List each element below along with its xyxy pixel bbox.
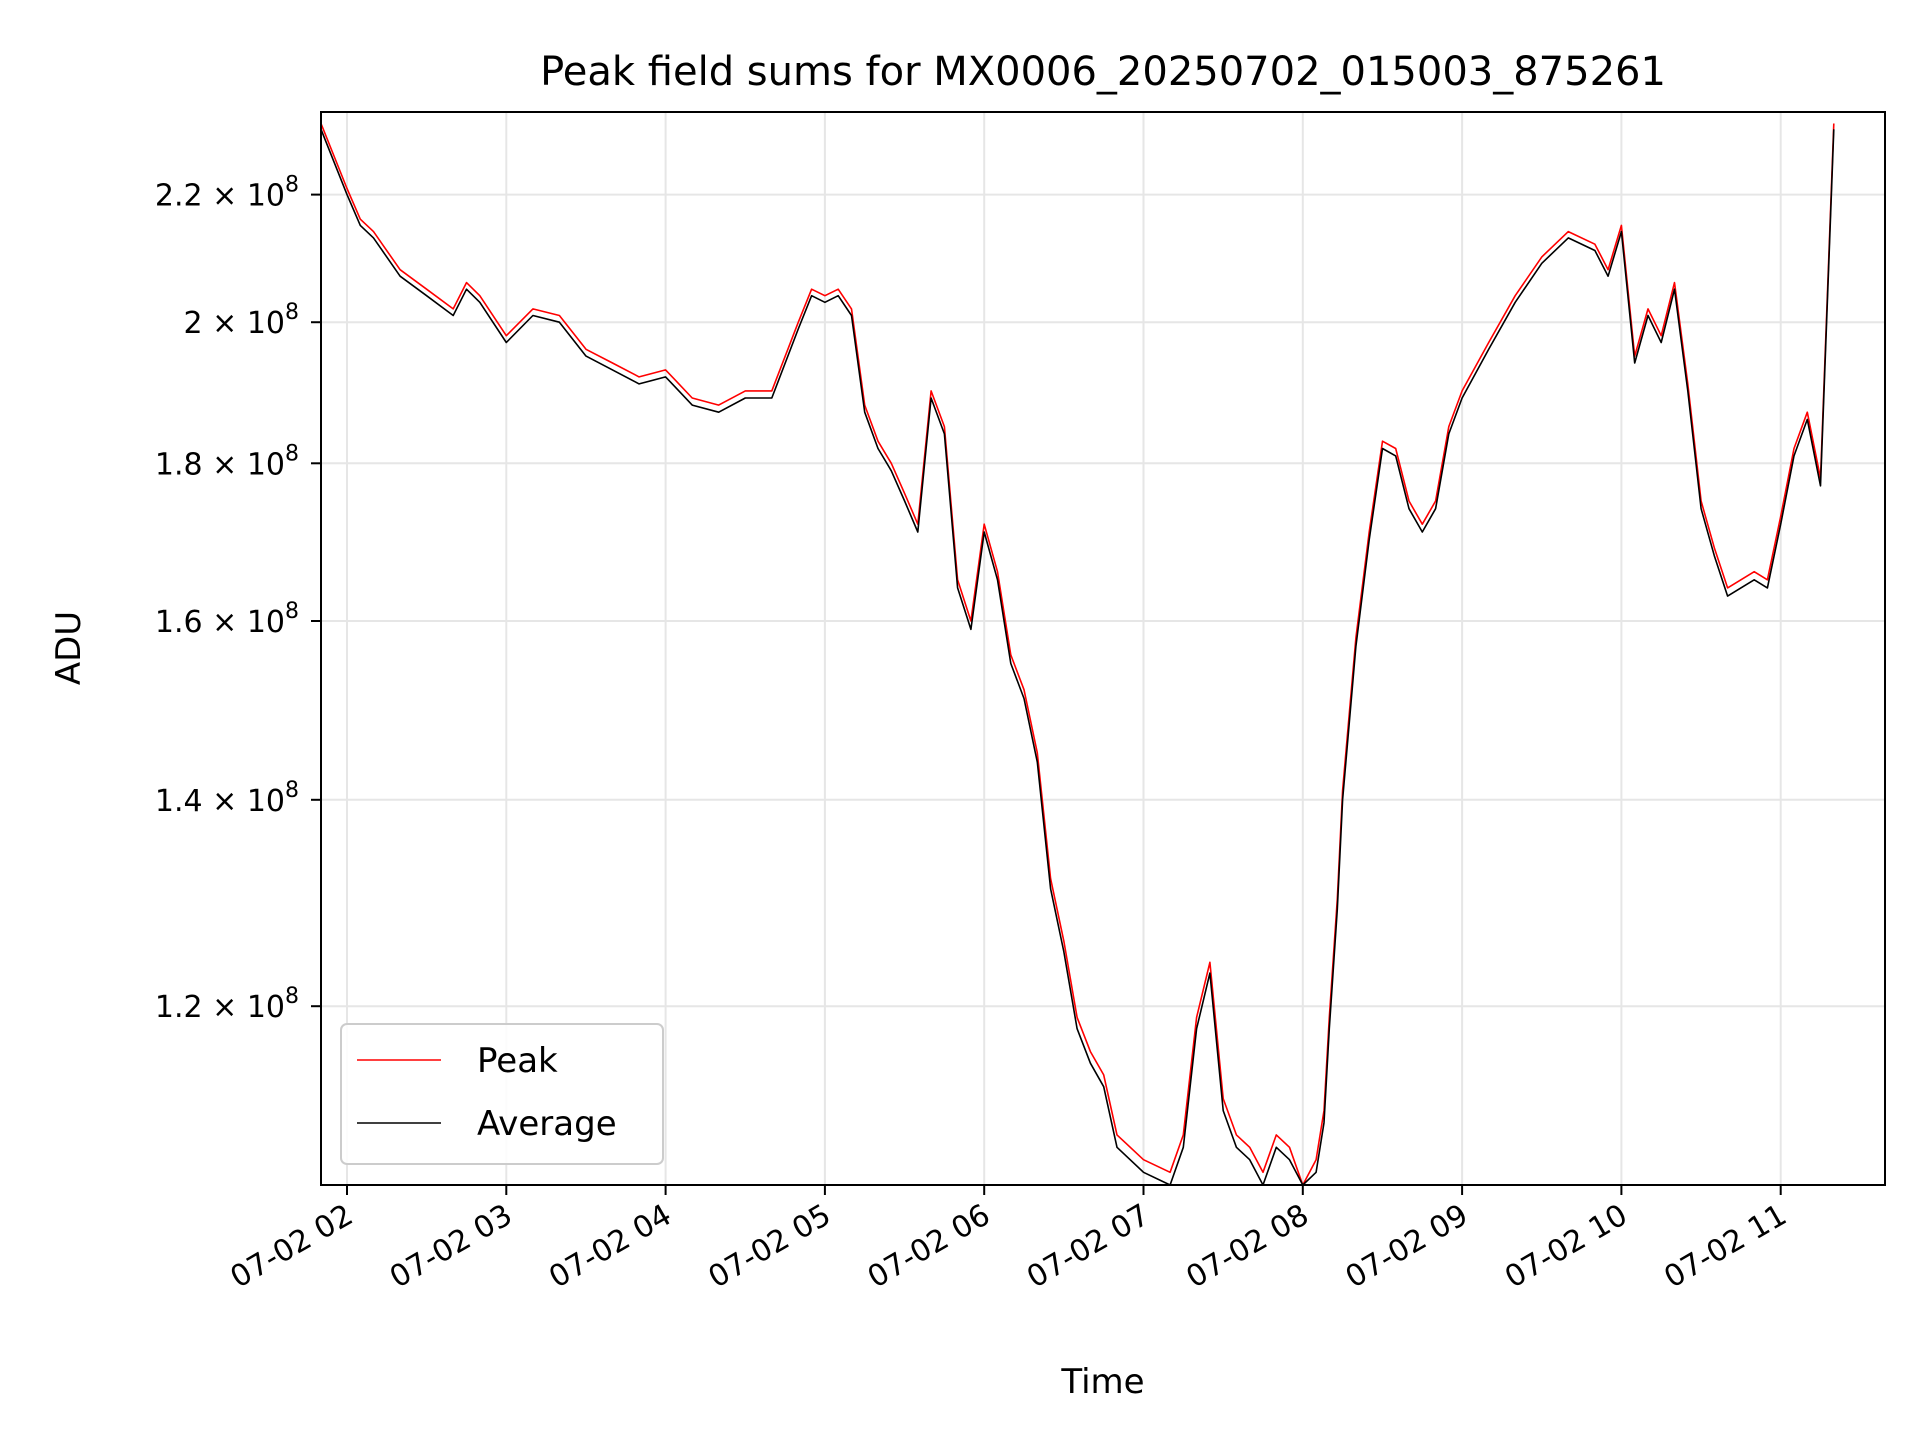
chart-title: Peak field sums for MX0006_20250702_0150… xyxy=(540,49,1666,95)
y-tick-times: × 10 xyxy=(203,447,285,482)
y-axis-title: ADU xyxy=(49,611,89,685)
grid-lines xyxy=(321,112,1885,1185)
y-tick-exponent: 8 xyxy=(285,778,299,803)
y-tick-mantissa: 2.2 xyxy=(155,179,203,214)
y-tick-times: × 10 xyxy=(203,784,285,819)
legend: Peak Average xyxy=(340,1023,664,1165)
y-tick-label: 2 × 108 xyxy=(184,300,299,341)
y-tick-mantissa: 2 xyxy=(184,306,203,341)
y-tick-label: 1.2 × 108 xyxy=(155,984,299,1025)
y-tick-label: 1.6 × 108 xyxy=(155,599,299,640)
legend-box xyxy=(340,1023,664,1165)
y-tick-exponent: 8 xyxy=(285,300,299,325)
y-tick-label: 1.4 × 108 xyxy=(155,778,299,819)
y-tick-label: 1.8 × 108 xyxy=(155,441,299,482)
y-tick-times: × 10 xyxy=(203,605,285,640)
y-tick-mantissa: 1.8 xyxy=(155,447,203,482)
y-tick-mantissa: 1.6 xyxy=(155,605,203,640)
y-tick-exponent: 8 xyxy=(285,599,299,624)
y-tick-times: × 10 xyxy=(203,990,285,1025)
y-tick-exponent: 8 xyxy=(285,984,299,1009)
x-axis-title: Time xyxy=(1060,1362,1144,1402)
y-tick-times: × 10 xyxy=(203,306,285,341)
y-tick-mantissa: 1.2 xyxy=(155,990,203,1025)
legend-average-label: Average xyxy=(477,1104,617,1144)
y-tick-exponent: 8 xyxy=(285,173,299,198)
y-tick-mantissa: 1.4 xyxy=(155,784,203,819)
plot-area-frame xyxy=(320,111,1886,1186)
y-tick-exponent: 8 xyxy=(285,441,299,466)
legend-peak-label: Peak xyxy=(477,1041,558,1081)
y-tick-times: × 10 xyxy=(203,179,285,214)
y-tick-label: 2.2 × 108 xyxy=(155,173,299,214)
